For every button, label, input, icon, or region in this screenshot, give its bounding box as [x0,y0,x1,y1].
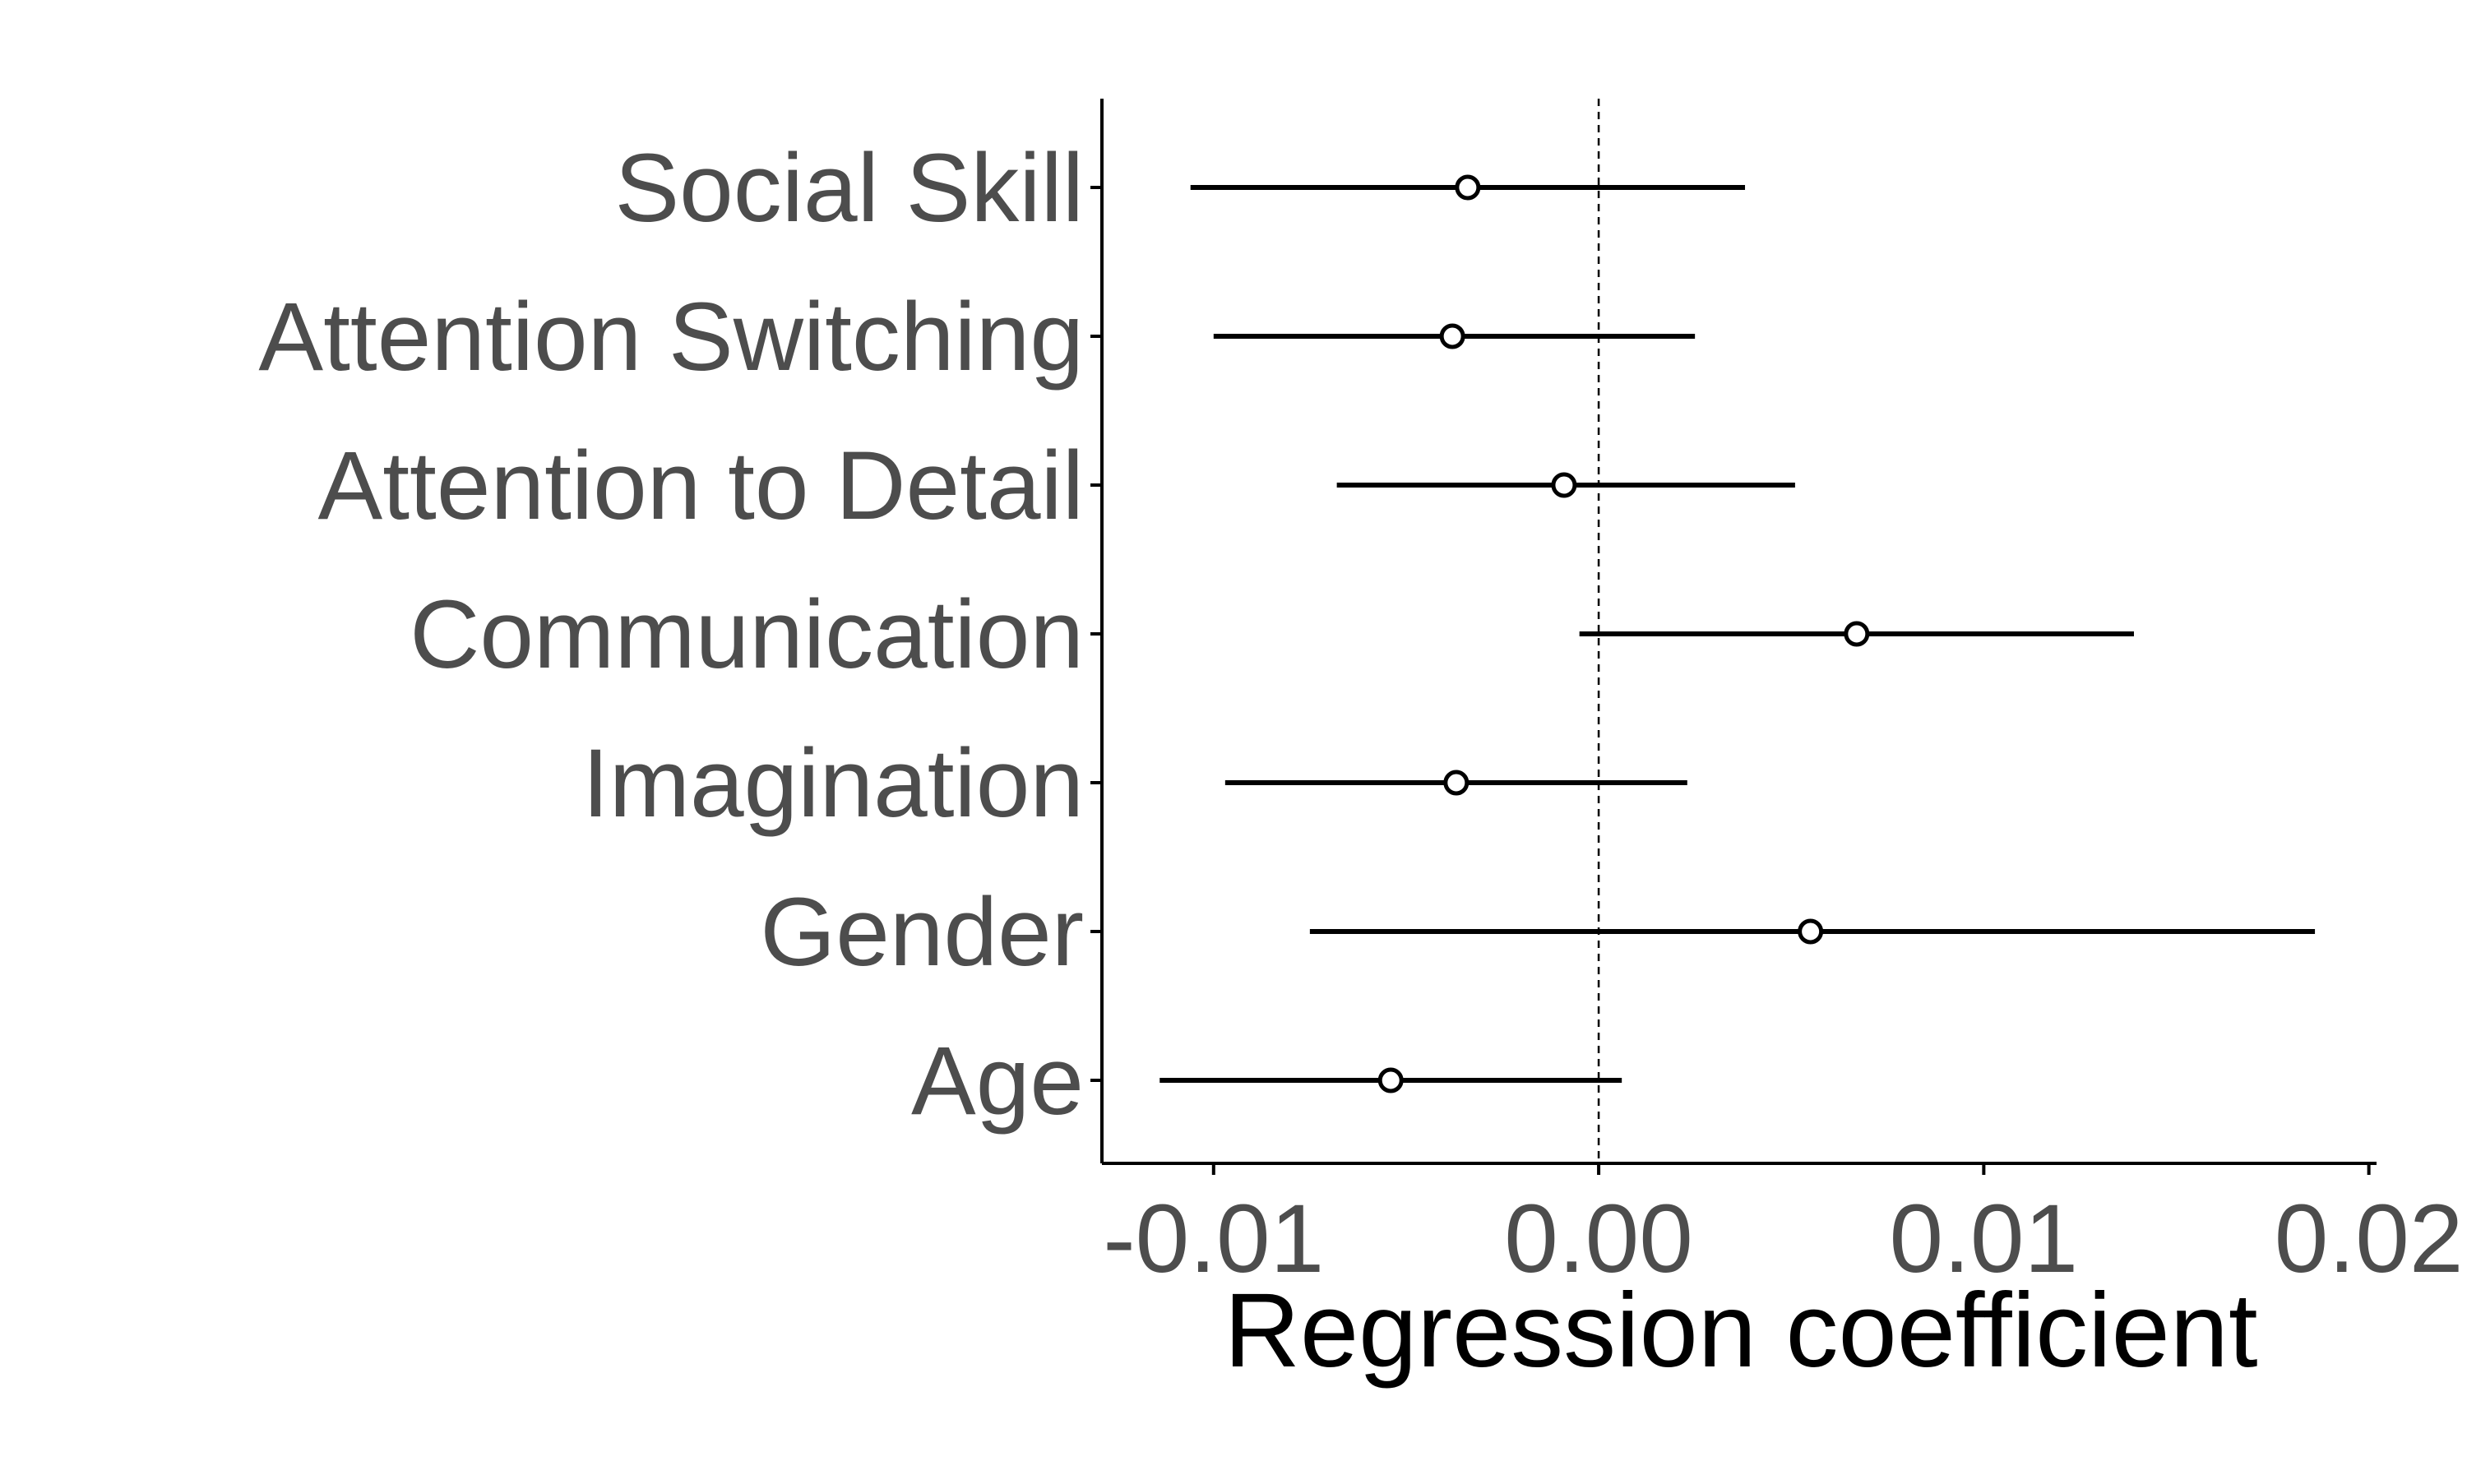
x-tick-label: 0.02 [2275,1185,2464,1293]
estimate-point [1443,770,1470,796]
estimate-point [1551,472,1577,498]
y-category-label: Social Skill [614,134,1084,243]
x-tick-label: 0.00 [1504,1185,1693,1293]
y-category-label: Attention Switching [258,283,1084,391]
y-category-label: Imagination [582,729,1084,838]
y-category-label: Attention to Detail [318,432,1084,540]
y-category-label: Age [911,1027,1084,1135]
y-category-label: Gender [760,878,1084,987]
axes-layer: -0.01 0.00 0.01 0.02 Social Skill Attention S… [258,99,2463,1293]
x-tick-label: -0.01 [1103,1185,1324,1293]
x-tick-label: 0.01 [1890,1185,2079,1293]
y-category-label: Communication [410,580,1084,689]
estimate-point [1798,918,1824,945]
marks-layer [1159,174,2316,1093]
estimate-point [1455,174,1481,201]
estimate-point [1439,323,1465,349]
estimate-point [1844,621,1870,647]
estimate-point [1377,1067,1404,1093]
x-axis-title: Regression coefficient [1224,1272,2258,1389]
